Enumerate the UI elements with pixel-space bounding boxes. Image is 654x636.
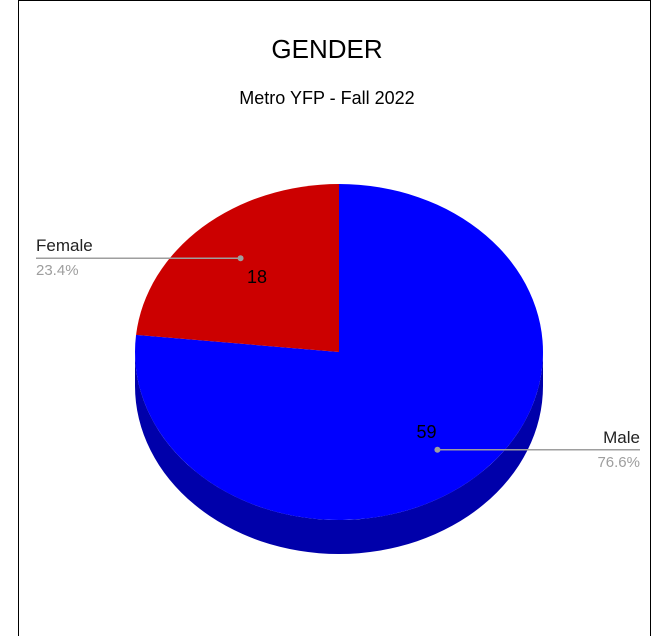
pie-slice-female: [136, 184, 339, 352]
leader-dot-female: [237, 255, 244, 262]
chart-subtitle: Metro YFP - Fall 2022: [239, 88, 415, 108]
percent-label-female: 23.4%: [36, 262, 79, 279]
category-label-male: Male: [603, 428, 640, 447]
leader-dot-male: [434, 446, 441, 453]
pie-side-male: [135, 352, 543, 554]
percent-label-male: 76.6%: [597, 454, 640, 471]
value-label-female: 18: [247, 267, 267, 287]
chart-title: GENDER: [271, 34, 383, 64]
value-label-male: 59: [416, 422, 436, 442]
category-label-female: Female: [36, 236, 93, 255]
